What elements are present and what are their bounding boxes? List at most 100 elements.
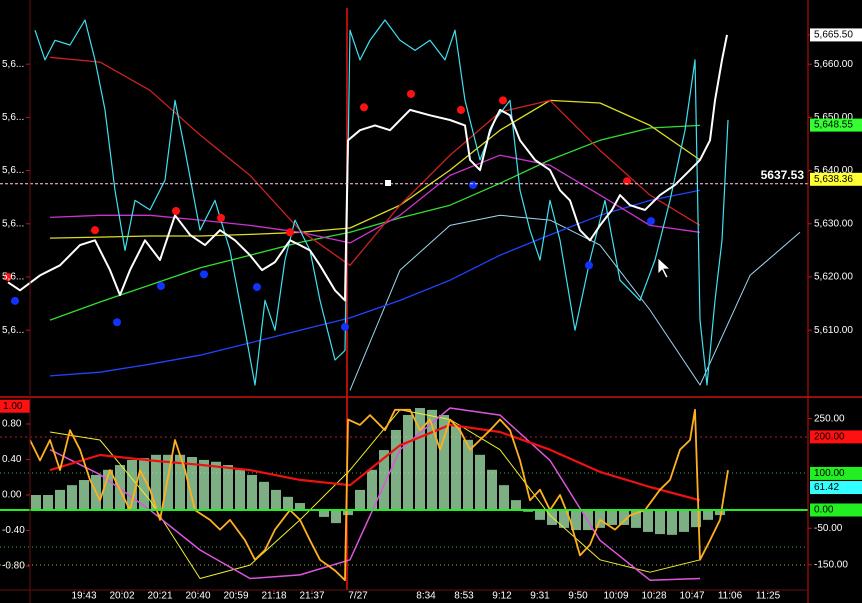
histogram-bar <box>463 439 473 510</box>
x-tick-label: 20:59 <box>223 591 248 602</box>
x-tick-label: 20:21 <box>147 591 172 602</box>
y-tick-label: -0.40 <box>2 525 25 536</box>
price-tag <box>810 466 862 480</box>
signal-dot <box>469 180 477 189</box>
signal-dot <box>91 226 99 235</box>
series-line <box>49 154 701 244</box>
x-tick-label: 8:53 <box>454 591 474 602</box>
histogram-bar <box>607 509 617 525</box>
histogram-bar <box>643 509 653 532</box>
histogram-bar <box>199 459 209 510</box>
price-tag-label: 5,648.55 <box>814 120 853 131</box>
histogram-bar <box>67 485 77 510</box>
y-tick-label: 5,6... <box>2 218 24 229</box>
signal-dot <box>11 296 19 305</box>
histogram-bar <box>55 489 65 510</box>
signal-dot <box>253 283 261 292</box>
marker <box>385 180 391 186</box>
signal-dot <box>113 318 121 327</box>
y-tick-label: -150.00 <box>814 559 848 570</box>
price-tag <box>810 118 862 132</box>
histogram-bar <box>667 509 677 535</box>
histogram-bar <box>451 424 461 510</box>
y-tick-label: 250.00 <box>814 413 845 424</box>
x-tick-label: 11:25 <box>756 591 781 602</box>
histogram-bar <box>355 489 365 510</box>
x-tick-label: 20:02 <box>109 591 134 602</box>
histogram-bar <box>679 509 689 532</box>
x-tick-label: 10:09 <box>603 591 628 602</box>
signal-dot <box>217 213 225 222</box>
histogram-bar <box>247 474 257 510</box>
price-tag-label: 0.00 <box>814 505 834 516</box>
histogram-bar <box>115 465 125 510</box>
y-tick-label: 5,6... <box>2 112 24 123</box>
x-tick-label: 9:50 <box>568 591 588 602</box>
price-tag-label: 100.00 <box>814 468 845 479</box>
histogram-bar <box>427 409 437 510</box>
histogram-bar <box>223 465 233 510</box>
histogram-bar <box>703 509 713 520</box>
x-tick-label: 11:06 <box>718 591 743 602</box>
price-tag <box>810 503 862 517</box>
x-tick-label: 20:40 <box>185 591 210 602</box>
y-tick-label: -50.00 <box>814 523 843 534</box>
x-tick-label: 7/27 <box>348 591 368 602</box>
signal-dot <box>623 177 631 186</box>
series-line <box>49 423 701 502</box>
x-tick-label: 10:28 <box>641 591 666 602</box>
series-line <box>49 99 701 239</box>
panel <box>0 407 808 582</box>
signal-dot <box>4 272 12 281</box>
histogram-bar <box>691 509 701 528</box>
y-tick-label: 5,640.00 <box>814 165 853 176</box>
y-tick-label: 5,6... <box>2 272 24 283</box>
histogram-bar <box>103 469 113 510</box>
histogram-bar <box>367 469 377 510</box>
signal-dot <box>157 282 165 291</box>
histogram-bar <box>271 489 281 510</box>
histogram-bar <box>631 509 641 528</box>
y-tick-label: 5,620.00 <box>814 272 853 283</box>
x-tick-label: 21:37 <box>299 591 324 602</box>
y-tick-label: 5,630.00 <box>814 218 853 229</box>
histogram-bar <box>619 509 629 525</box>
histogram-bar <box>79 480 89 510</box>
histogram-bar <box>187 457 197 510</box>
y-tick-label: 0.40 <box>2 454 22 465</box>
signal-dot <box>200 270 208 279</box>
price-tag-label: 200.00 <box>814 432 845 443</box>
y-tick-label: 5,6... <box>2 59 24 70</box>
x-tick-label: 9:31 <box>530 591 550 602</box>
y-tick-label: 0.00 <box>2 490 22 501</box>
histogram-bar <box>379 450 389 510</box>
signal-dot <box>341 322 349 331</box>
y-tick-label: 5,610.00 <box>814 325 853 336</box>
y-tick-label: 5,6... <box>2 325 24 336</box>
histogram-bar <box>475 454 485 510</box>
x-tick-label: 8:34 <box>416 591 436 602</box>
series-line <box>49 56 701 266</box>
price-tag <box>810 481 862 495</box>
signal-dot <box>172 207 180 216</box>
series-line <box>7 34 728 302</box>
histogram-bar <box>487 469 497 510</box>
histogram-bar <box>283 496 293 510</box>
price-tag-label: 5,638.36 <box>814 174 853 185</box>
y-tick-label: 5,6... <box>2 165 24 176</box>
histogram-bar <box>295 503 305 510</box>
price-tag <box>810 28 862 42</box>
histogram-bar <box>499 485 509 510</box>
y-tick-label: 5,660.00 <box>814 59 853 70</box>
histogram-bar <box>391 429 401 510</box>
series-line <box>29 408 729 582</box>
x-tick-label: 21:18 <box>261 591 286 602</box>
price-tag-label: 61.42 <box>814 482 839 493</box>
histogram-bar <box>175 454 185 510</box>
price-tag <box>810 172 862 186</box>
histogram-bar <box>151 454 161 510</box>
y-tick-label: 0.80 <box>2 419 22 430</box>
